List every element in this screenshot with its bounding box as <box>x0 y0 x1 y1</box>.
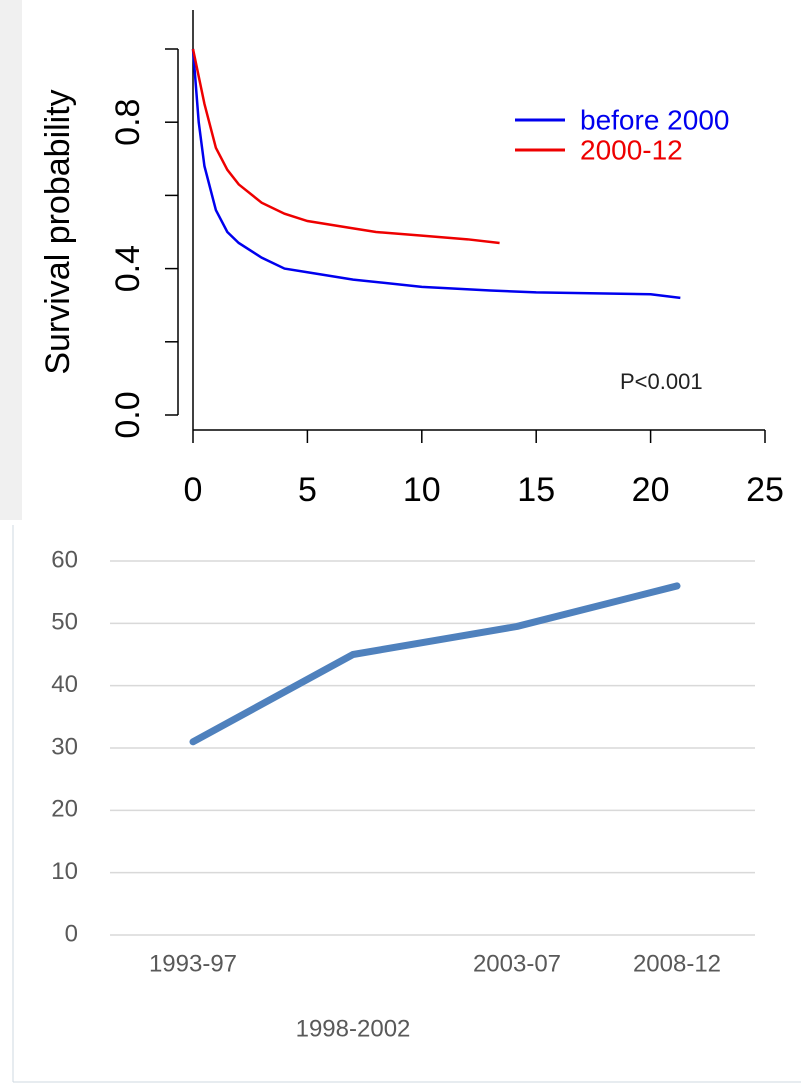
x-tick-label: 10 <box>403 471 441 509</box>
y-tick-label: 50 <box>51 609 78 636</box>
x-tick-label: 20 <box>632 471 670 509</box>
y-tick-label: 0 <box>65 920 78 947</box>
x-tick-label: 2003-07 <box>473 950 561 977</box>
y-tick-label: 20 <box>51 796 78 823</box>
x-tick-label: 0 <box>184 471 203 509</box>
x-tick-label: 1993-97 <box>149 950 237 977</box>
x-tick-label: 25 <box>746 471 784 509</box>
annotation: P<0.001 <box>620 369 703 394</box>
y-axis-title: Survival probability <box>39 89 77 374</box>
x-tick-label: 2008-12 <box>633 950 721 977</box>
y-tick-label: 60 <box>51 546 78 573</box>
y-tick-label: 10 <box>51 858 78 885</box>
y-tick-label: 0.4 <box>109 245 147 292</box>
data-line <box>189 582 681 746</box>
y-tick-label: 30 <box>51 733 78 760</box>
legend-label: before 2000 <box>580 104 729 135</box>
legend-label: 2000-12 <box>580 134 683 165</box>
left-strip <box>0 0 22 520</box>
survival-curve <box>191 48 681 300</box>
y-tick-label: 0.0 <box>109 391 147 438</box>
x-tick-label: 15 <box>517 471 555 509</box>
x-tick-label: 1998-2002 <box>296 1015 411 1042</box>
survival-curve <box>191 48 500 245</box>
y-tick-label: 40 <box>51 671 78 698</box>
x-tick-label: 5 <box>298 471 317 509</box>
y-tick-label: 0.8 <box>109 99 147 146</box>
